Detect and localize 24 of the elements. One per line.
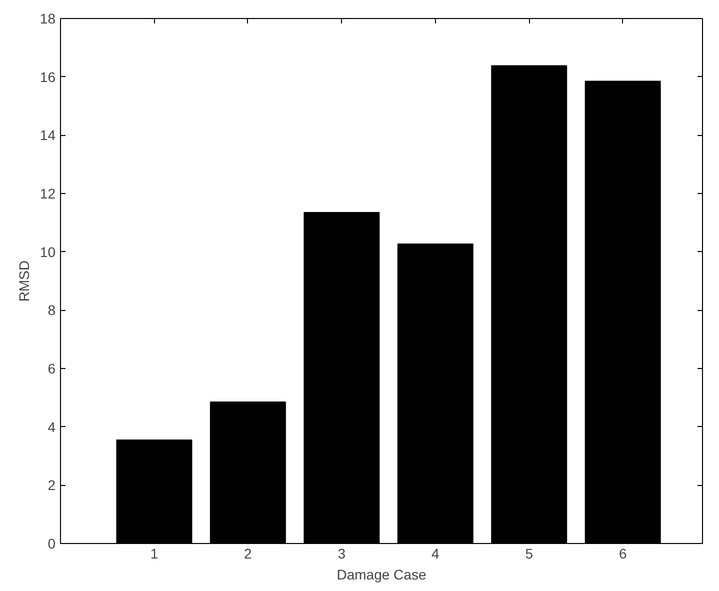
- y-tick-label: 14: [40, 127, 56, 144]
- bar: [304, 212, 380, 544]
- x-tick-label: 2: [244, 546, 252, 562]
- y-tick-label: 6: [48, 360, 56, 376]
- x-tick-label: 1: [150, 546, 158, 562]
- y-tick-label: 10: [40, 244, 56, 260]
- y-tick-label: 0: [48, 536, 56, 552]
- x-tick-label: 3: [338, 546, 346, 562]
- y-axis-title: RMSD: [16, 260, 32, 302]
- bar: [210, 402, 286, 544]
- bar: [584, 80, 661, 544]
- y-tick-label: 4: [48, 418, 56, 435]
- x-tick-label: 4: [431, 546, 440, 562]
- y-tick-label: 18: [40, 10, 56, 26]
- bar: [491, 65, 568, 544]
- x-tick-label: 5: [525, 546, 534, 562]
- y-tick-label: 2: [48, 477, 56, 494]
- y-tick-label: 16: [40, 68, 56, 85]
- bar: [397, 243, 474, 544]
- y-tick-label: 8: [48, 302, 56, 318]
- y-tick-label: 12: [40, 186, 56, 202]
- x-axis-title: Damage Case: [336, 566, 426, 582]
- bar: [116, 439, 192, 544]
- x-tick-label: 6: [618, 546, 627, 562]
